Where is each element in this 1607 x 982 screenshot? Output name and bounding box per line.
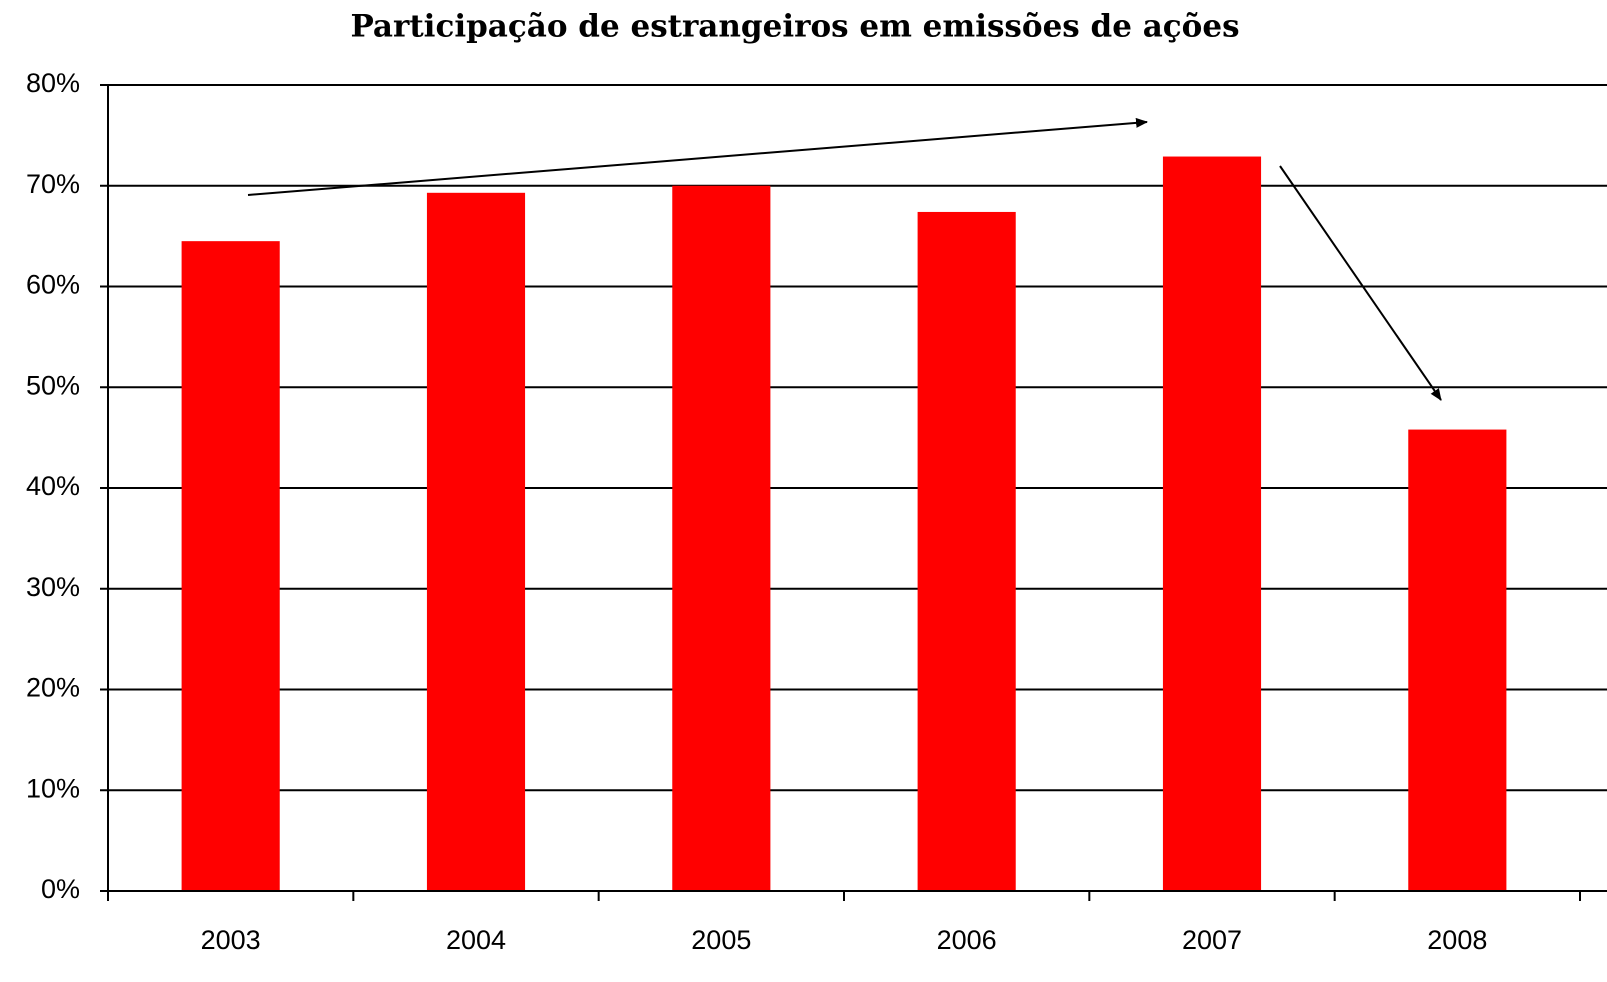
bar [426,192,526,892]
y-tick-label: 40% [26,471,80,501]
y-tick-label: 60% [26,270,80,300]
trend-arrow [1279,165,1442,401]
bar [917,211,1016,891]
x-tick-label: 2005 [691,925,751,955]
y-tick-label: 10% [26,773,80,803]
y-tick-label: 0% [41,874,80,904]
bars [181,156,1507,892]
bar [672,185,771,891]
axes: 0% 10% 20% 30% 40% 50% 60% 70% 80% 2003 2004 2005 20… [26,68,1607,955]
bar [181,241,280,892]
x-tick-label: 2006 [937,925,997,955]
y-tick-label: 20% [26,673,80,703]
bar [1408,429,1507,891]
x-tick-label: 2003 [201,925,261,955]
x-tick-label: 2004 [446,925,506,955]
y-tick-label: 70% [26,169,80,199]
bar [1162,156,1262,892]
chart-title: Participação de estrangeiros em emissões… [350,9,1239,45]
x-tick-label: 2008 [1427,925,1487,955]
trend-arrow [247,117,1148,196]
y-tick-label: 80% [26,68,80,98]
x-tick-label: 2007 [1182,925,1242,955]
y-tick-label: 50% [26,370,80,400]
y-tick-label: 30% [26,572,80,602]
grid [108,84,1607,892]
